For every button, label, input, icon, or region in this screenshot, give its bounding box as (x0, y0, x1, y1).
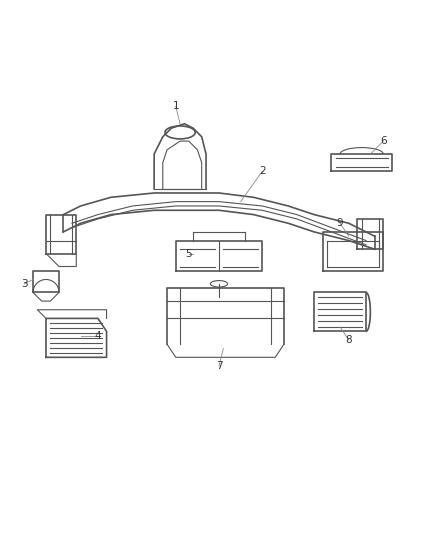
Text: 8: 8 (346, 335, 352, 345)
Text: 9: 9 (337, 218, 343, 228)
Text: 3: 3 (21, 279, 28, 289)
Text: 1: 1 (173, 101, 179, 111)
Text: 6: 6 (380, 136, 387, 146)
Text: 5: 5 (185, 248, 192, 259)
Text: 4: 4 (95, 330, 101, 341)
Text: 2: 2 (259, 166, 265, 176)
Text: 7: 7 (215, 361, 223, 371)
